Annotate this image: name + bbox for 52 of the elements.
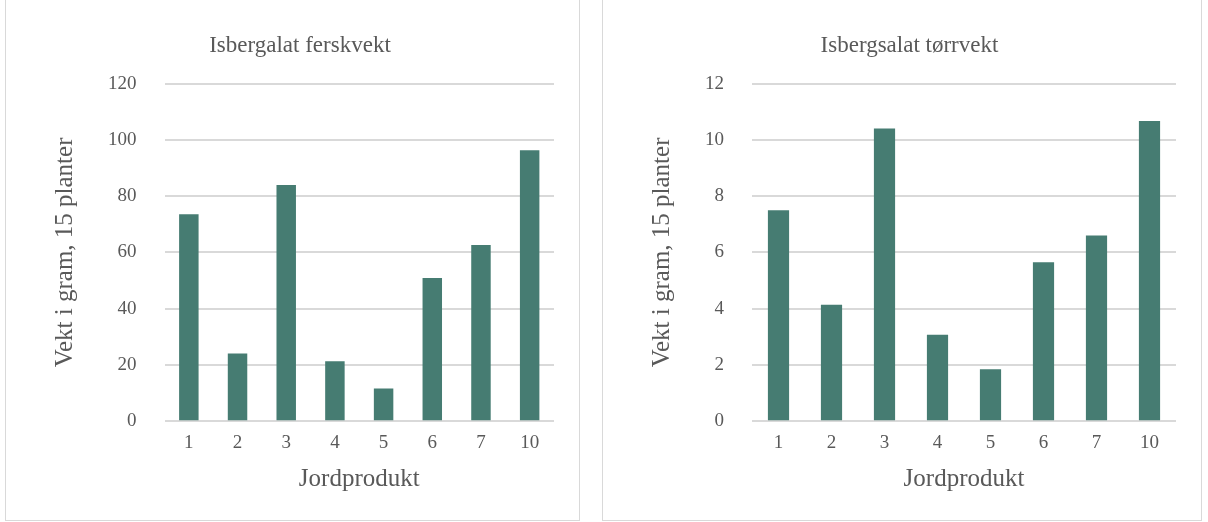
y-tick-label: 0 [127,409,137,431]
x-tick-label: 7 [1091,430,1102,452]
x-tick-label: 4 [330,430,341,452]
x-tick-label: 6 [427,430,438,452]
y-tick-label: 60 [117,240,137,262]
chart-title: Isbergsalat tørrvekt [820,31,999,57]
bar [276,184,296,421]
bar [179,214,199,421]
y-tick-label: 6 [714,240,724,262]
y-tick-label: 0 [714,409,724,431]
y-tick-label: 20 [117,352,137,374]
y-tick-label: 2 [714,352,724,374]
bar [926,334,949,421]
y-tick-label: 80 [117,184,137,206]
x-tick-label: 10 [1140,430,1159,452]
x-tick-label: 7 [476,430,486,452]
y-tick-label: 40 [117,296,137,318]
x-tick-label: 1 [773,430,784,452]
y-tick-label: 100 [108,127,137,149]
x-tick-label: 2 [826,430,837,452]
bar [820,304,843,421]
y-tick-label: 8 [714,184,724,206]
bar [1085,235,1108,421]
x-tick-label: 6 [1038,430,1049,452]
y-axis-title: Vekt i gram, 15 planter [646,136,674,368]
bar [519,150,540,421]
x-tick-label: 3 [281,430,291,452]
x-tick-label: 3 [879,430,890,452]
y-tick-label: 120 [108,71,137,93]
x-tick-label: 10 [520,430,540,452]
y-axis-title: Vekt i gram, 15 planter [49,136,77,368]
y-tick-label: 12 [705,71,724,93]
y-tick-label: 10 [705,127,724,149]
x-axis-title: Jordprodukt [298,463,420,491]
x-tick-label: 5 [378,430,389,452]
chart-title: Isbergalat ferskvekt [209,31,392,57]
bar [471,245,491,421]
x-axis-title: Jordprodukt [903,463,1025,491]
y-tick-label: 4 [714,296,725,318]
bar [373,388,394,421]
bar [227,353,248,421]
x-tick-label: 5 [985,430,996,452]
bar [873,128,896,421]
x-tick-label: 4 [932,430,943,452]
bar [979,369,1002,421]
bar [1032,262,1055,421]
x-tick-label: 1 [184,430,194,452]
bar [325,361,345,421]
bar [767,210,790,421]
x-tick-label: 2 [232,430,243,452]
bar [422,278,443,421]
bar [1138,121,1161,421]
